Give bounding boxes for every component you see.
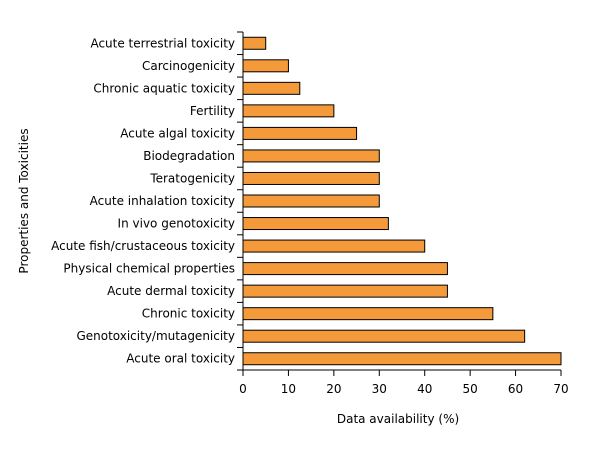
bar [242,194,380,208]
x-tick-label: 70 [553,382,568,396]
bar [242,217,389,231]
y-axis: Acute terrestrial toxicity Carcinogenicit… [51,31,244,371]
category-label: Acute terrestrial toxicity [90,36,235,50]
bar [242,352,562,366]
x-axis: 0 10 20 30 40 50 60 70 [239,369,569,396]
category-label: Chronic toxicity [142,307,235,321]
category-label: In vivo genotoxicity [118,217,235,231]
bar [242,171,380,185]
category-label: Carcinogenicity [142,59,235,73]
y-axis-title: Properties and Toxicities [17,128,31,273]
x-tick-label: 0 [239,382,247,396]
x-tick-label: 40 [417,382,432,396]
category-label: Acute inhalation toxicity [90,194,235,208]
bar [242,284,448,298]
x-tick-label: 10 [281,382,296,396]
category-label: Acute oral toxicity [126,352,235,366]
bar [242,104,335,118]
bar [242,36,267,50]
category-label: Teratogenicity [149,171,235,185]
bar [242,81,301,95]
category-label: Genotoxicity/mutagenicity [76,329,235,343]
category-label: Fertility [190,104,235,118]
category-label: Acute dermal toxicity [107,284,235,298]
category-label: Acute algal toxicity [120,126,235,140]
x-tick-label: 30 [372,382,387,396]
bar [242,239,426,253]
category-label: Acute fish/crustaceous toxicity [51,239,235,253]
category-label: Chronic aquatic toxicity [93,81,235,95]
bars-group [242,36,562,366]
bar [242,126,358,140]
category-label: Biodegradation [143,149,235,163]
category-label: Physical chemical properties [63,262,235,276]
x-tick-label: 50 [463,382,478,396]
bar [242,149,380,163]
bar [242,262,448,276]
x-tick-label: 20 [326,382,341,396]
bar [242,307,494,321]
bar [242,59,289,73]
x-axis-title: Data availability (%) [337,412,459,426]
x-tick-label: 60 [508,382,523,396]
bar [242,329,526,343]
